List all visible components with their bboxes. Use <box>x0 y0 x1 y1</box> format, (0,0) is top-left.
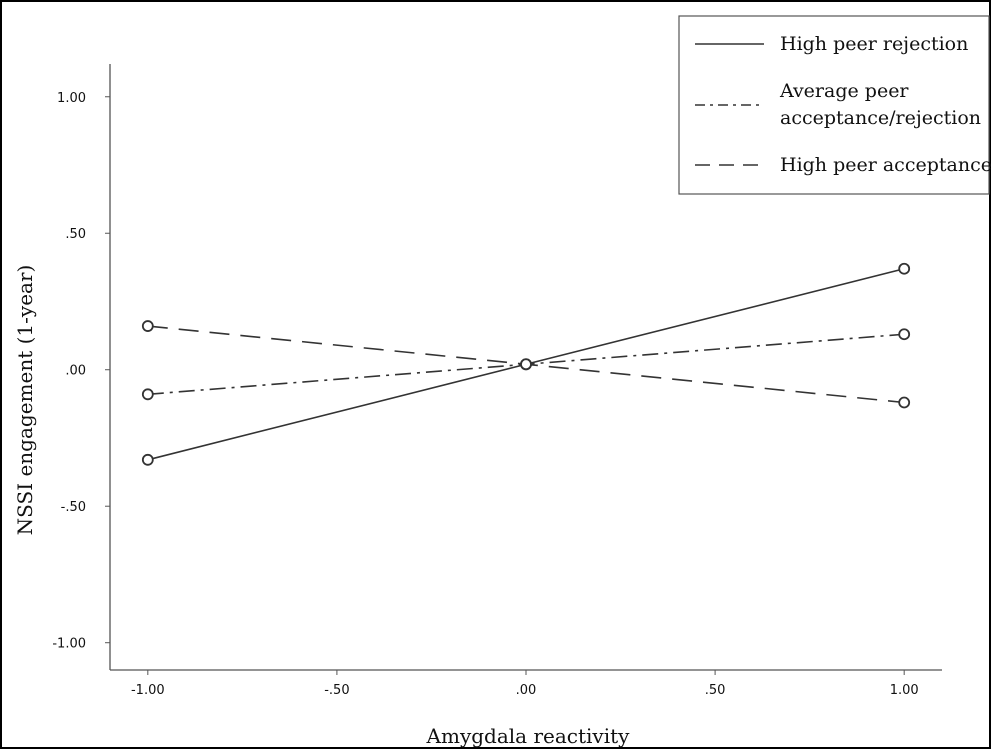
x-axis-title: Amygdala reactivity <box>426 724 631 748</box>
y-tick-label: -.50 <box>61 500 86 515</box>
series-markers <box>141 262 911 466</box>
y-axis-title: NSSI engagement (1-year) <box>13 265 37 536</box>
legend-label: Average peer acceptance/rejection <box>779 80 981 129</box>
legend: High peer rejection Average peer acceptanc… <box>678 15 991 195</box>
y-tick-label: 1.00 <box>57 91 86 106</box>
data-point-marker <box>141 388 154 401</box>
legend-label: High peer acceptance <box>780 154 991 176</box>
x-tick-label: 1.00 <box>890 683 919 698</box>
x-tick-label: -.50 <box>324 683 349 698</box>
y-tick-label: -1.00 <box>52 637 86 652</box>
legend-label: High peer rejection <box>780 33 968 55</box>
y-tick-label: .00 <box>65 364 86 379</box>
y-tick-label: .50 <box>65 227 86 242</box>
x-tick-label: .00 <box>516 683 537 698</box>
data-point-marker <box>898 396 911 409</box>
data-point-marker <box>141 320 154 332</box>
x-ticks: -1.00 -.50 .00 .50 1.00 <box>131 670 919 698</box>
x-tick-label: .50 <box>705 683 726 698</box>
data-point-marker <box>898 262 911 275</box>
data-point-marker <box>520 358 532 371</box>
x-tick-label: -1.00 <box>131 683 165 698</box>
data-point-marker <box>141 453 154 466</box>
data-point-marker <box>898 328 911 341</box>
y-ticks: -1.00 -.50 .00 .50 1.00 <box>52 91 110 652</box>
